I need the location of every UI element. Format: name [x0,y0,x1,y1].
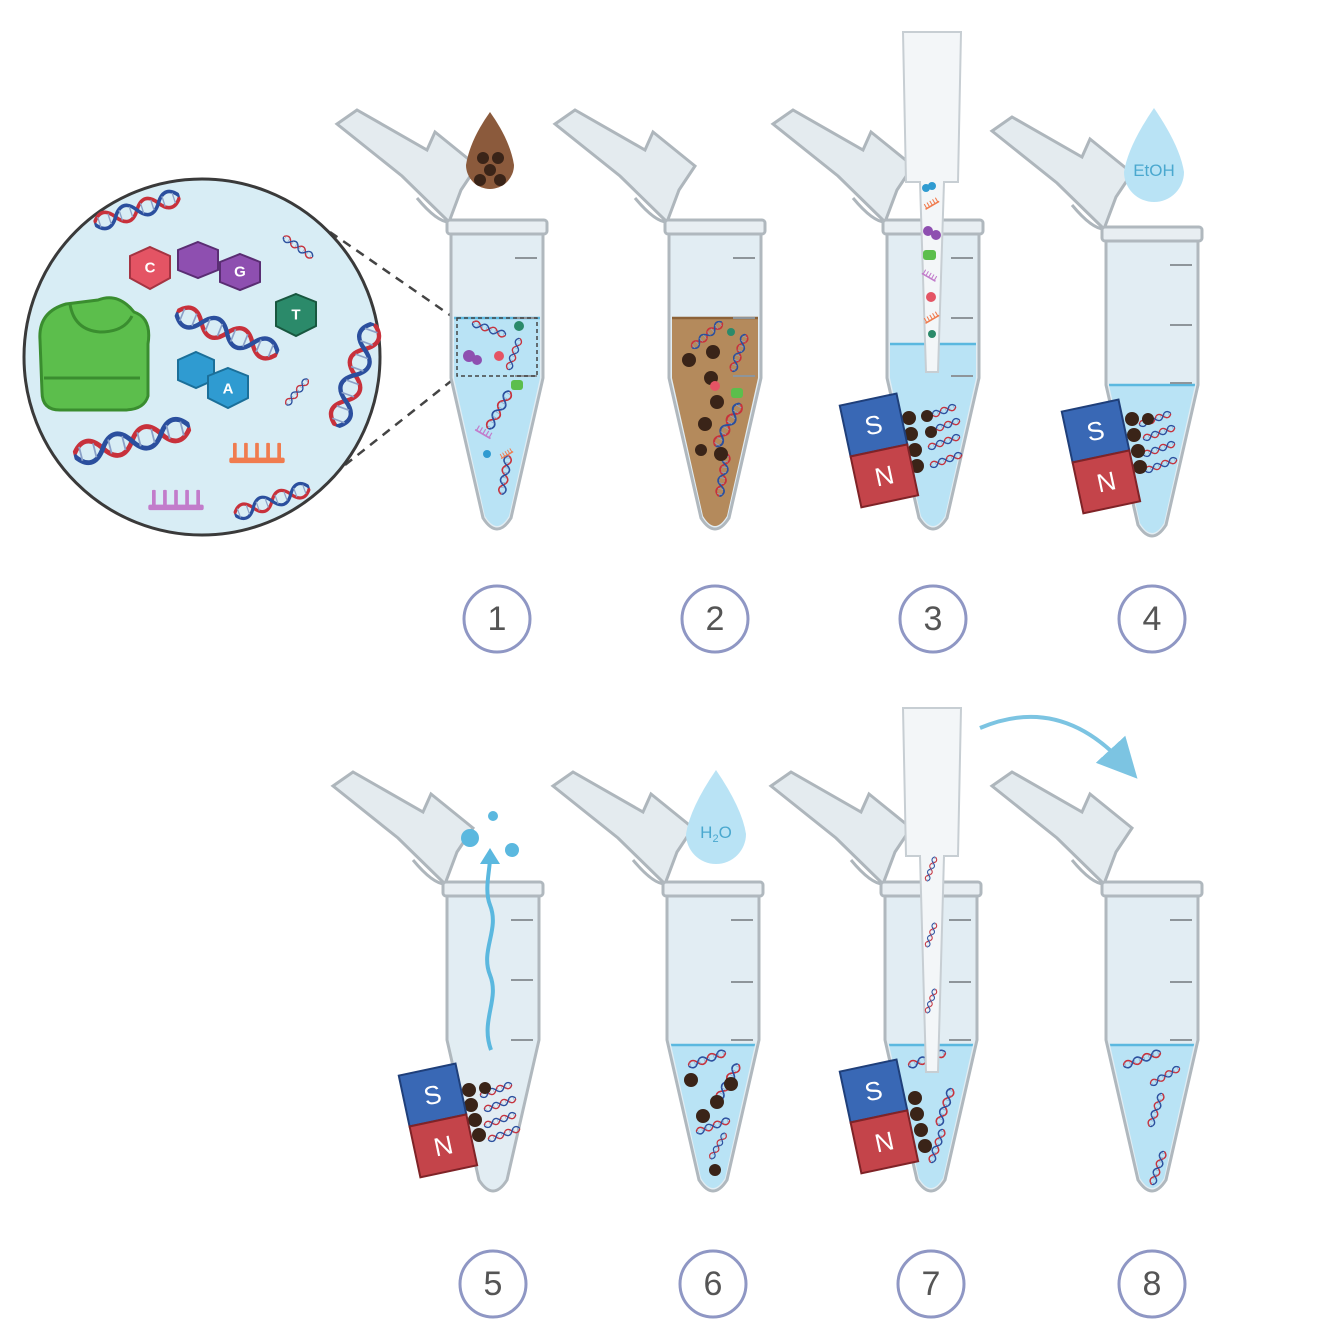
step-number-6: 6 [678,1249,748,1319]
transfer-arrow-icon [979,714,1138,779]
water-drop-icon: H2O [686,770,746,864]
step-number-8: 8 [1117,1249,1187,1319]
polymerase-icon [38,296,151,412]
step-number-1: 1 [462,584,532,654]
step-label: 3 [924,600,943,638]
zoom-inset: C G T A [22,177,461,537]
pipette-tip [901,707,963,1073]
base-t-icon: T [275,292,317,338]
water-label: H [700,823,712,842]
base-c-label: C [145,260,156,277]
magnet-south-label: S [862,409,885,442]
step-label: 1 [488,600,507,638]
base-g-label: G [234,264,246,281]
magnet-south-label: S [1084,415,1107,448]
base-a-label: A [223,381,234,398]
magnet-step-5: S N [397,1062,479,1179]
magnet-step-7: S N [838,1058,920,1175]
base-c-icon: C [129,245,171,291]
step-label: 5 [484,1265,503,1303]
bead-drop-icon [466,112,514,189]
svg-text:H2O: H2O [700,823,732,845]
base-t-label: T [291,307,300,324]
magnet-south-label: S [421,1079,444,1112]
water-label-subscript: 2 [712,833,718,845]
water-label-end: O [719,823,732,842]
tube-step-8 [990,770,1204,1193]
step-number-3: 3 [898,584,968,654]
evaporation-arrow [461,811,519,1051]
step-label: 7 [922,1265,941,1303]
ethanol-label: EtOH [1133,161,1175,180]
base-g-icon: G [177,240,261,292]
step-number-4: 4 [1117,584,1187,654]
step-number-2: 2 [680,584,750,654]
step-label: 6 [704,1265,723,1303]
step-label: 8 [1143,1265,1162,1303]
step-number-5: 5 [458,1249,528,1319]
magnet-step-3: S N [838,392,920,509]
step-label: 2 [706,600,725,638]
ethanol-drop-icon: EtOH [1124,108,1184,202]
step-label: 4 [1143,600,1162,638]
step-number-7: 7 [896,1249,966,1319]
tube-step-2 [553,108,767,531]
pipette-tip [901,31,963,373]
base-a-icon: A [177,350,249,410]
magnet-south-label: S [862,1075,885,1108]
tube-step-5 [331,770,545,1193]
magnet-step-4: S N [1060,398,1142,515]
